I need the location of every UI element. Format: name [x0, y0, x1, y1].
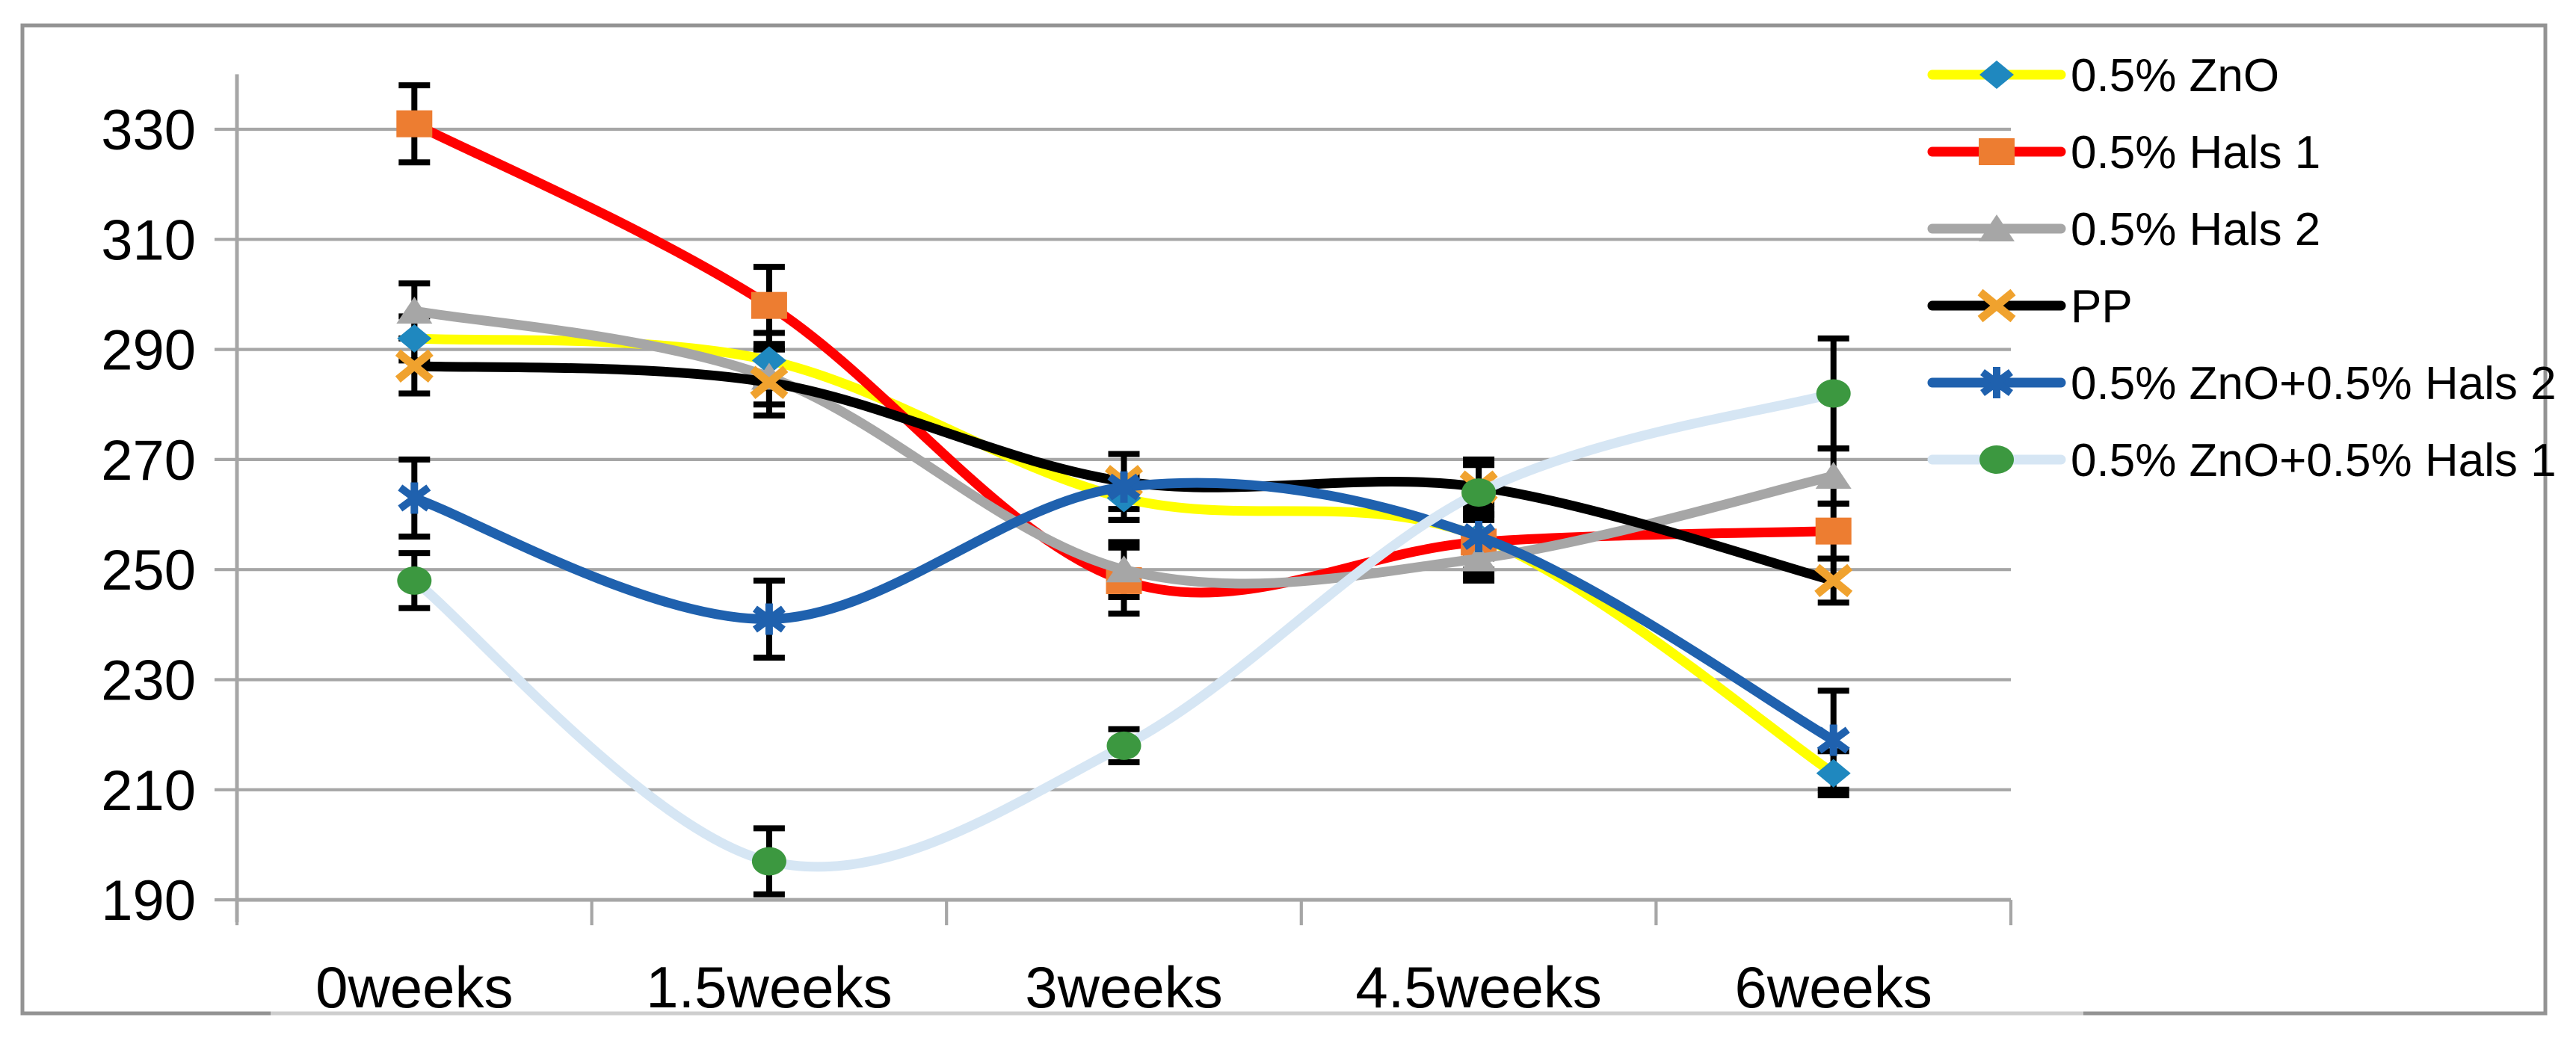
- series-marker: [396, 110, 433, 138]
- legend-label: 0.5% ZnO+0.5% Hals 1: [2071, 435, 2557, 486]
- y-tick-label: 250: [101, 539, 196, 602]
- series-marker: [751, 346, 786, 375]
- series-marker: [396, 297, 433, 324]
- legend-marker: [1979, 445, 2014, 474]
- legend-marker: [1979, 214, 2015, 241]
- legend-label: PP: [2071, 281, 2133, 333]
- series-marker: [752, 603, 786, 635]
- series-marker: [1816, 759, 1851, 788]
- y-tick-label: 290: [101, 319, 196, 383]
- x-tick-label: 6weeks: [1734, 954, 1932, 1020]
- x-tick-label: 0weeks: [315, 954, 513, 1020]
- y-tick-label: 310: [101, 208, 196, 272]
- legend-marker: [1979, 61, 2014, 89]
- series-marker: [1816, 379, 1851, 408]
- series-marker: [1106, 731, 1141, 760]
- y-tick-label: 210: [101, 759, 196, 823]
- series-marker: [397, 566, 432, 595]
- legend-marker: [1979, 138, 2015, 165]
- x-tick-label: 3weeks: [1025, 954, 1222, 1020]
- series-marker: [1106, 555, 1142, 583]
- series-marker: [1107, 471, 1141, 503]
- y-tick-label: 330: [101, 99, 196, 162]
- series-marker: [1461, 478, 1497, 507]
- series-marker: [751, 847, 786, 876]
- series-marker: [1461, 544, 1497, 572]
- legend-label: 0.5% ZnO+0.5% Hals 2: [2071, 358, 2557, 410]
- series-marker: [1815, 517, 1852, 545]
- series-marker: [751, 291, 787, 319]
- label-strip-overlay: [271, 1009, 2083, 1019]
- legend-marker: [1980, 367, 2013, 398]
- x-tick-label: 1.5weeks: [646, 954, 893, 1020]
- series-marker: [1814, 563, 1853, 598]
- series-marker: [398, 482, 431, 514]
- series-marker: [750, 365, 789, 400]
- series-marker: [1462, 521, 1496, 553]
- series-marker: [1815, 461, 1852, 489]
- series-marker: [397, 324, 432, 353]
- y-tick-label: 270: [101, 429, 196, 492]
- legend-label: 0.5% Hals 2: [2071, 204, 2320, 256]
- legend-marker: [1977, 288, 2016, 323]
- legend-label: 0.5% Hals 1: [2071, 127, 2320, 179]
- y-tick-label: 230: [101, 649, 196, 713]
- y-tick-label: 190: [101, 869, 196, 933]
- legend-label: 0.5% ZnO: [2071, 50, 2279, 102]
- series-marker: [395, 349, 434, 383]
- x-tick-label: 4.5weeks: [1355, 954, 1602, 1020]
- series-marker: [1817, 724, 1850, 756]
